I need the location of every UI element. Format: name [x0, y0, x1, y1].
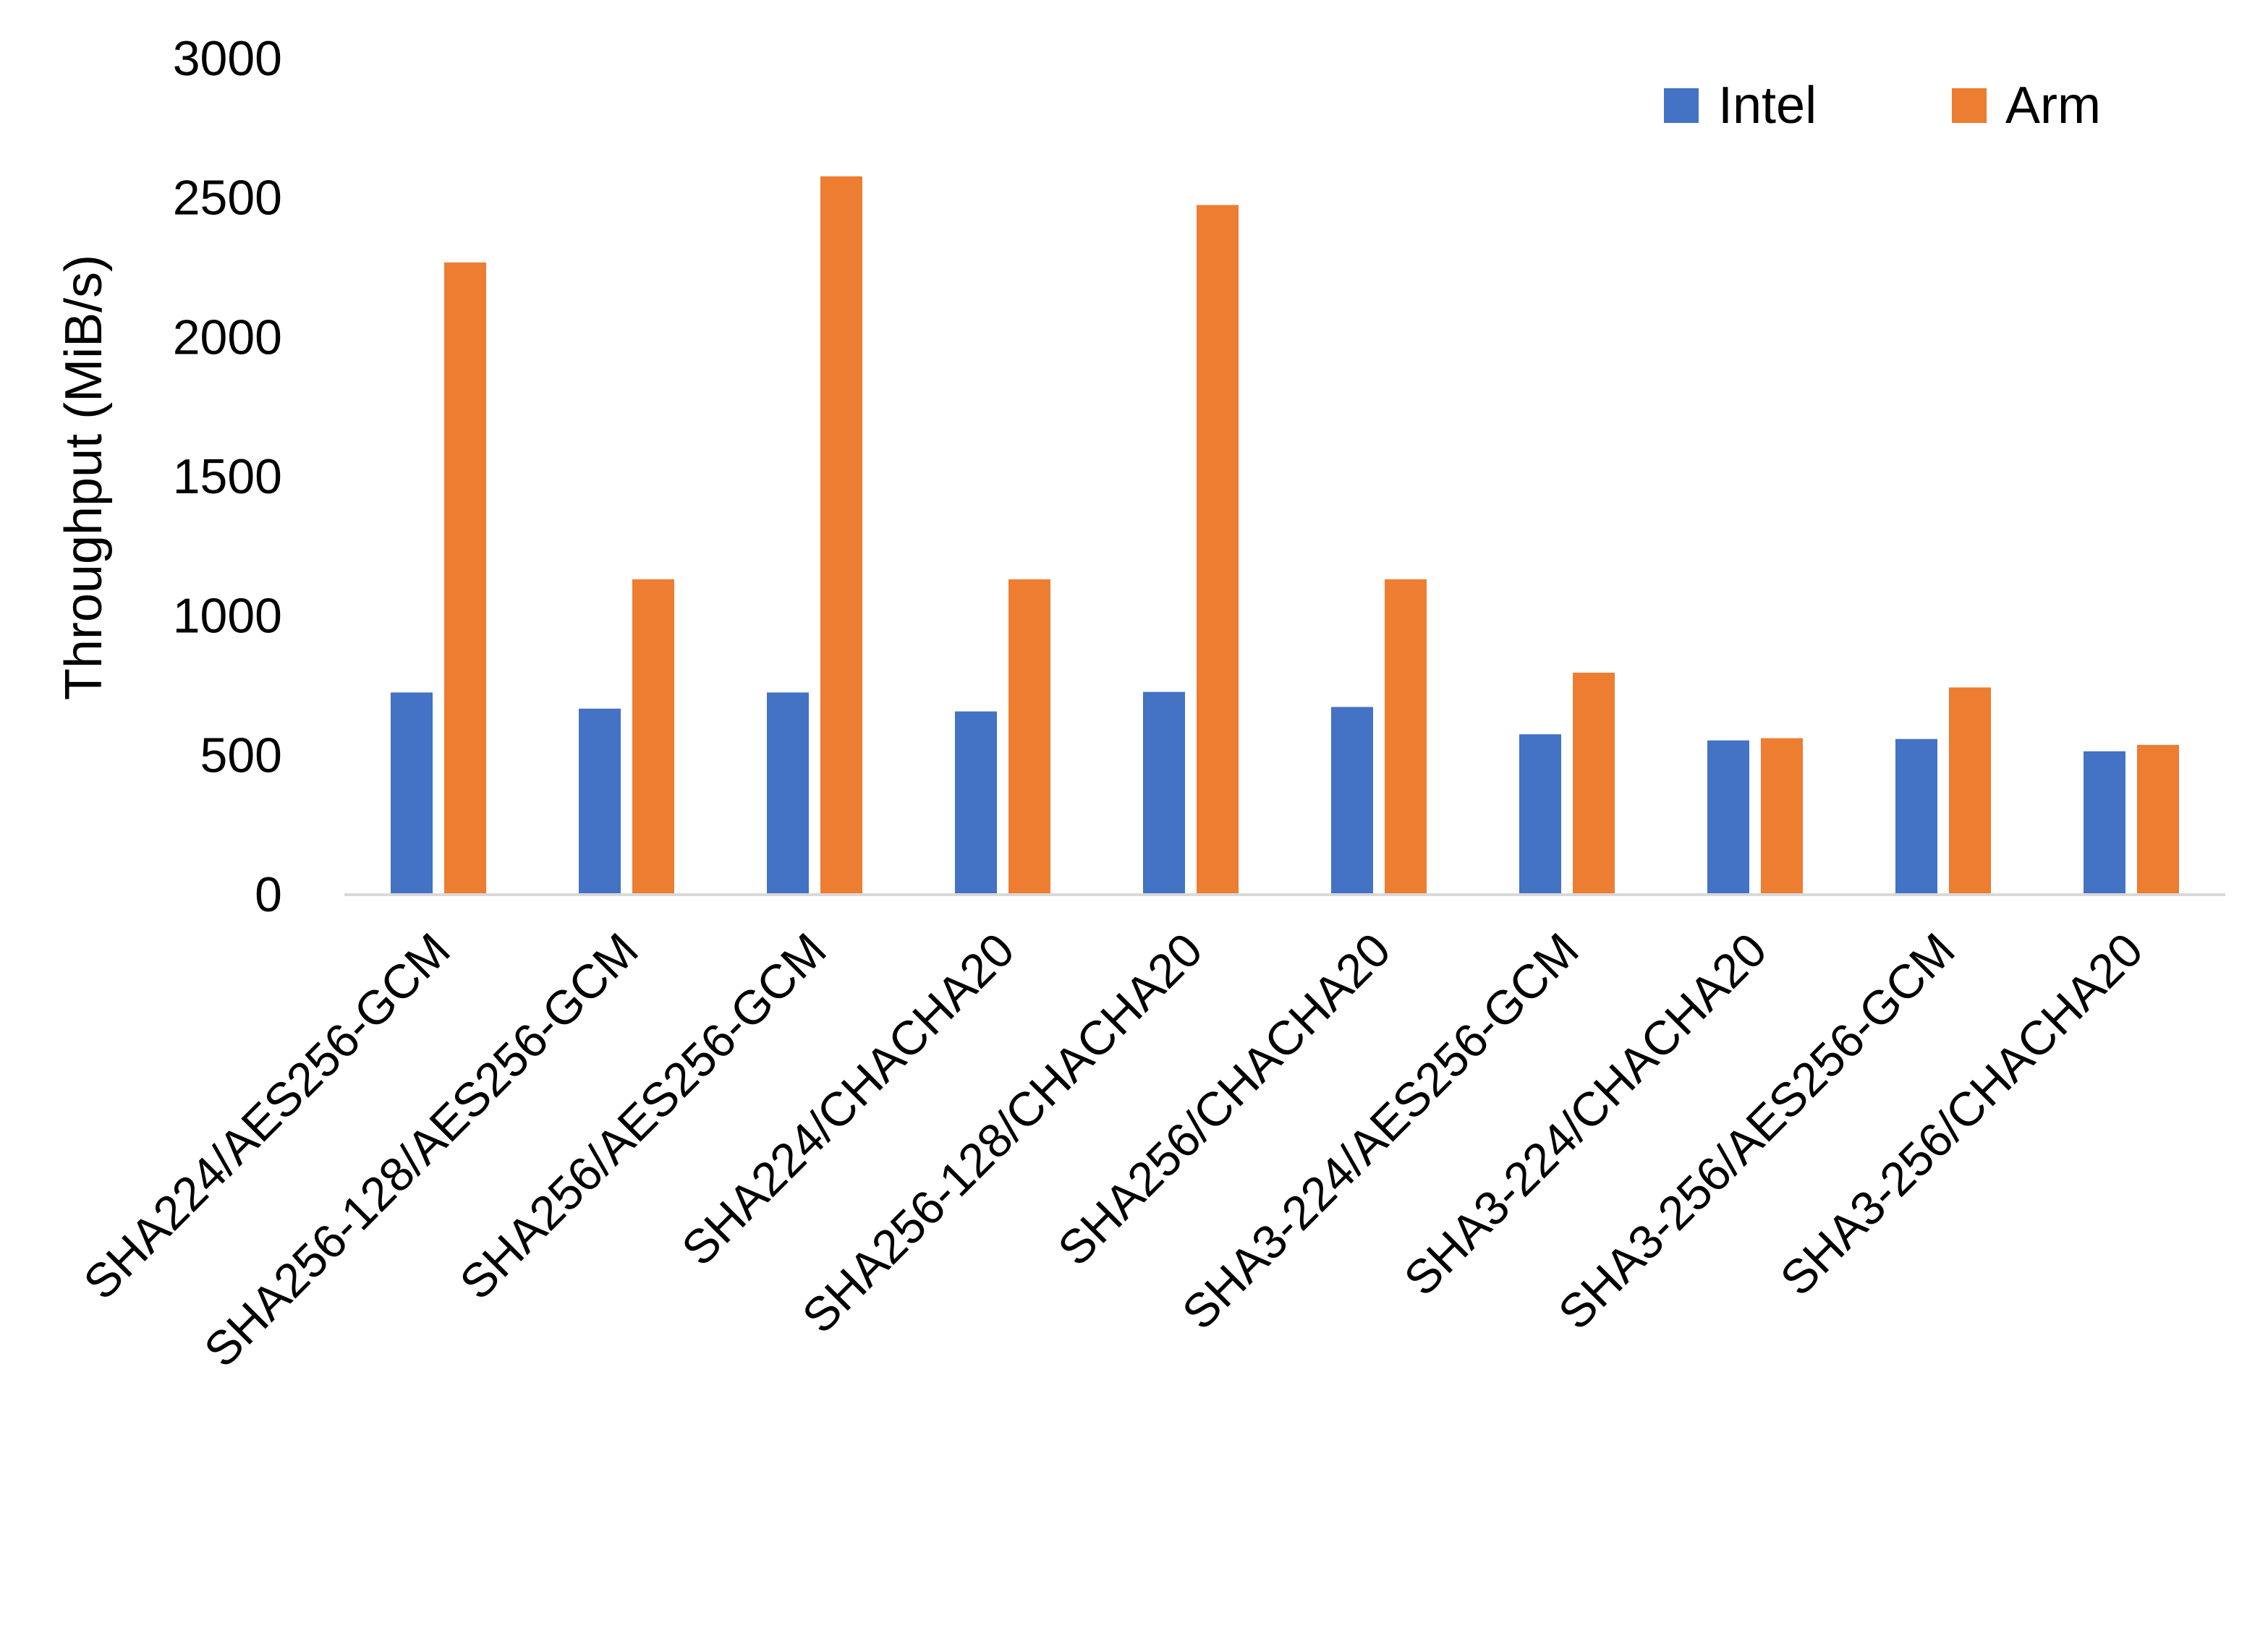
bar-intel	[391, 692, 433, 894]
legend-swatch-intel	[1664, 88, 1699, 123]
y-tick-label: 3000	[173, 31, 282, 86]
bar-intel	[767, 692, 809, 894]
bar-intel	[1895, 738, 1937, 894]
legend-label-arm: Arm	[2005, 77, 2101, 135]
y-tick-label: 2500	[173, 171, 282, 226]
x-tick-label: SHA3-224/AES256-GCM	[1172, 923, 1589, 1340]
bar-intel	[2084, 751, 2125, 894]
x-tick-label: SHA256-128/CHACHA20	[791, 923, 1212, 1344]
x-tick-label: SHA224/AES256-GCM	[73, 923, 460, 1310]
y-tick-label: 2000	[173, 310, 282, 365]
bar-arm	[1949, 687, 1991, 894]
legend-label-intel: Intel	[1718, 77, 1817, 135]
bar-arm	[1385, 579, 1427, 894]
x-tick-label: SHA3-256/AES256-GCM	[1548, 923, 1965, 1340]
bar-arm	[2137, 744, 2179, 894]
bar-intel	[955, 711, 997, 894]
x-tick-label: SHA224/CHACHA20	[671, 923, 1024, 1276]
bar-intel	[1707, 740, 1749, 894]
y-tick-label: 0	[255, 867, 282, 922]
y-tick-label: 1500	[173, 449, 282, 504]
x-tick-label: SHA256/CHACHA20	[1048, 923, 1401, 1276]
bar-arm	[1197, 205, 1239, 894]
bar-intel	[1519, 734, 1561, 894]
y-tick-label: 1000	[173, 589, 282, 644]
y-tick-label: 500	[200, 728, 282, 783]
bar-arm	[820, 176, 862, 894]
bar-arm	[1761, 738, 1803, 894]
bar-arm	[632, 579, 674, 894]
bar-arm	[444, 262, 486, 894]
x-tick-label: SHA3-224/CHACHA20	[1393, 923, 1777, 1306]
bar-intel	[1143, 691, 1185, 894]
y-axis-label: Throughput (MiB/s)	[55, 255, 113, 700]
bar-intel	[579, 708, 621, 894]
bar-intel	[1331, 707, 1373, 894]
bar-arm	[1573, 673, 1615, 894]
legend-swatch-arm	[1952, 88, 1987, 123]
x-tick-label: SHA256/AES256-GCM	[449, 923, 836, 1310]
x-tick-label: SHA3-256/CHACHA20	[1770, 923, 2153, 1306]
bar-arm	[1008, 579, 1050, 894]
